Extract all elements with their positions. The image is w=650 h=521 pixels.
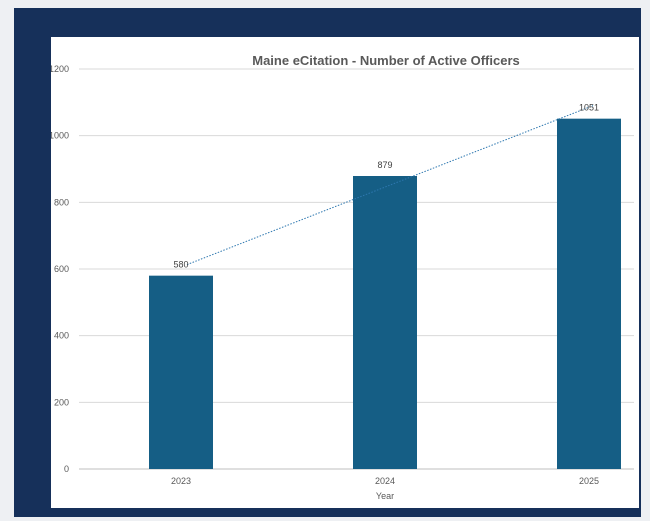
bar: [353, 176, 417, 469]
y-tick-label: 600: [54, 264, 69, 274]
bar: [557, 118, 621, 470]
y-tick-label: 800: [54, 197, 69, 207]
trendline: [186, 105, 594, 266]
bars: [149, 118, 621, 470]
y-tick-label: 400: [54, 331, 69, 341]
y-tick-label: 0: [64, 464, 69, 474]
bar: [149, 275, 213, 469]
y-axis: 0 200 400 600 800 1000 1200: [51, 64, 69, 474]
data-label: 1051: [579, 103, 599, 113]
data-label: 580: [173, 260, 188, 270]
data-labels: 580 879 1051: [173, 103, 599, 270]
chart-frame: 0 200 400 600 800 1000 1200 580 879 1051 2023 202…: [14, 8, 641, 517]
x-tick-label: 2024: [375, 476, 395, 486]
data-label: 879: [377, 160, 392, 170]
y-tick-label: 200: [54, 397, 69, 407]
trendline-line: [186, 105, 594, 266]
x-axis-title: Year: [376, 491, 394, 501]
y-tick-label: 1200: [51, 64, 69, 74]
x-tick-label: 2025: [579, 476, 599, 486]
chart-panel: 0 200 400 600 800 1000 1200 580 879 1051 2023 202…: [51, 37, 639, 508]
x-tick-label: 2023: [171, 476, 191, 486]
x-axis: 2023 2024 2025: [171, 476, 599, 486]
y-tick-label: 1000: [51, 131, 69, 141]
chart-title: Maine eCitation - Number of Active Offic…: [252, 53, 520, 68]
